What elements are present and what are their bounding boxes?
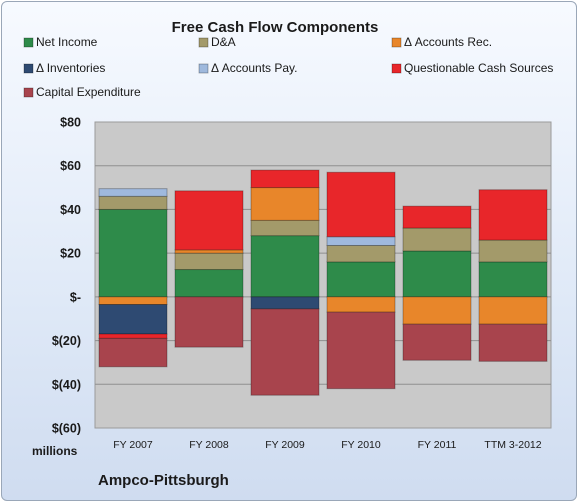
legend-swatch-danda [198,37,209,48]
x-tick-label: TTM 3-2012 [484,439,541,451]
x-tick-label: FY 2008 [189,439,229,451]
bar-questionable-cash-sources-fy-2009 [250,169,320,189]
company-label: Ampco-Pittsburgh [98,472,229,489]
x-tick-label: FY 2010 [341,439,381,451]
bar-capital-expenditure-ttm-3-2012 [478,323,548,362]
bar-net-income-fy-2010 [326,261,396,298]
bar-danda-ttm-3-2012 [478,239,548,263]
bar-net-income-fy-2011 [402,250,472,298]
y-tick-label: $(40) [52,378,81,392]
bar-delta-accounts-pay-fy-2007 [98,188,168,197]
bar-danda-fy-2010 [326,244,396,263]
bar-capital-expenditure-fy-2010 [326,311,396,390]
y-tick-label: $60 [60,159,81,173]
legend-swatch-delta-accounts-rec [391,37,402,48]
x-tick-label: FY 2009 [265,439,305,451]
bar-delta-inventories-fy-2009 [250,296,320,310]
bar-delta-accounts-rec-ttm-3-2012 [478,296,548,325]
plot-area [94,121,552,429]
bar-danda-fy-2008 [174,252,244,271]
bar-danda-fy-2007 [98,195,168,210]
legend-label-questionable-cash-sources: Questionable Cash Sources [404,61,553,75]
legend-swatch-questionable-cash-sources [391,63,402,74]
legend-swatch-capital-expenditure [23,87,34,98]
grid [95,165,551,385]
legend: Net Income D&A Δ Accounts Rec. Δ Inventorie… [23,35,553,99]
bar-net-income-fy-2008 [174,269,244,298]
bar-capital-expenditure-fy-2009 [250,308,320,396]
bar-danda-fy-2011 [402,227,472,252]
bar-delta-accounts-rec-fy-2007 [98,296,168,306]
legend-label-delta-accounts-pay: Δ Accounts Pay. [211,61,298,75]
bar-capital-expenditure-fy-2007 [98,337,168,368]
legend-label-net-income: Net Income [36,35,98,49]
bar-questionable-cash-sources-fy-2011 [402,205,472,229]
legend-swatch-delta-accounts-pay [198,63,209,74]
bar-delta-accounts-rec-fy-2010 [326,296,396,313]
chart-title: Free Cash Flow Components [172,19,379,36]
bar-capital-expenditure-fy-2008 [174,296,244,348]
x-tick-label: FY 2007 [113,439,153,451]
bar-questionable-cash-sources-fy-2008 [174,190,244,251]
legend-label-delta-accounts-rec: Δ Accounts Rec. [404,35,492,49]
bar-net-income-fy-2009 [250,235,320,298]
bar-capital-expenditure-fy-2011 [402,323,472,361]
y-tick-label: $40 [60,203,81,217]
legend-swatch-delta-inventories [23,63,34,74]
bar-net-income-fy-2007 [98,208,168,298]
bar-questionable-cash-sources-ttm-3-2012 [478,189,548,241]
y-tick-label: $(60) [52,422,81,436]
legend-label-capital-expenditure: Capital Expenditure [36,85,141,99]
legend-label-delta-inventories: Δ Inventories [36,61,105,75]
y-tick-label: $(20) [52,334,81,348]
bar-questionable-cash-sources-fy-2010 [326,171,396,238]
bar-danda-fy-2009 [250,219,320,237]
y-tick-label: $- [70,290,81,304]
bar-questionable-cash-sources-fy-2007 [98,333,168,339]
legend-swatch-net-income [23,37,34,48]
legend-label-danda: D&A [211,35,236,49]
y-axis: $80 $60 $40 $20 $- $(20) $(40) $(60) [52,116,81,436]
x-axis: FY 2007 FY 2008 FY 2009 FY 2010 FY 2011 TTM 3… [113,439,542,451]
bar-net-income-ttm-3-2012 [478,261,548,298]
bar-delta-accounts-pay-fy-2010 [326,236,396,246]
y-tick-label: $80 [60,116,81,130]
bars [98,169,548,396]
y-tick-label: $20 [60,247,81,261]
bar-delta-inventories-fy-2007 [98,304,168,335]
units-label: millions [32,444,78,458]
x-tick-label: FY 2011 [418,439,457,451]
bar-delta-accounts-rec-fy-2009 [250,187,320,221]
bar-delta-accounts-rec-fy-2011 [402,296,472,325]
